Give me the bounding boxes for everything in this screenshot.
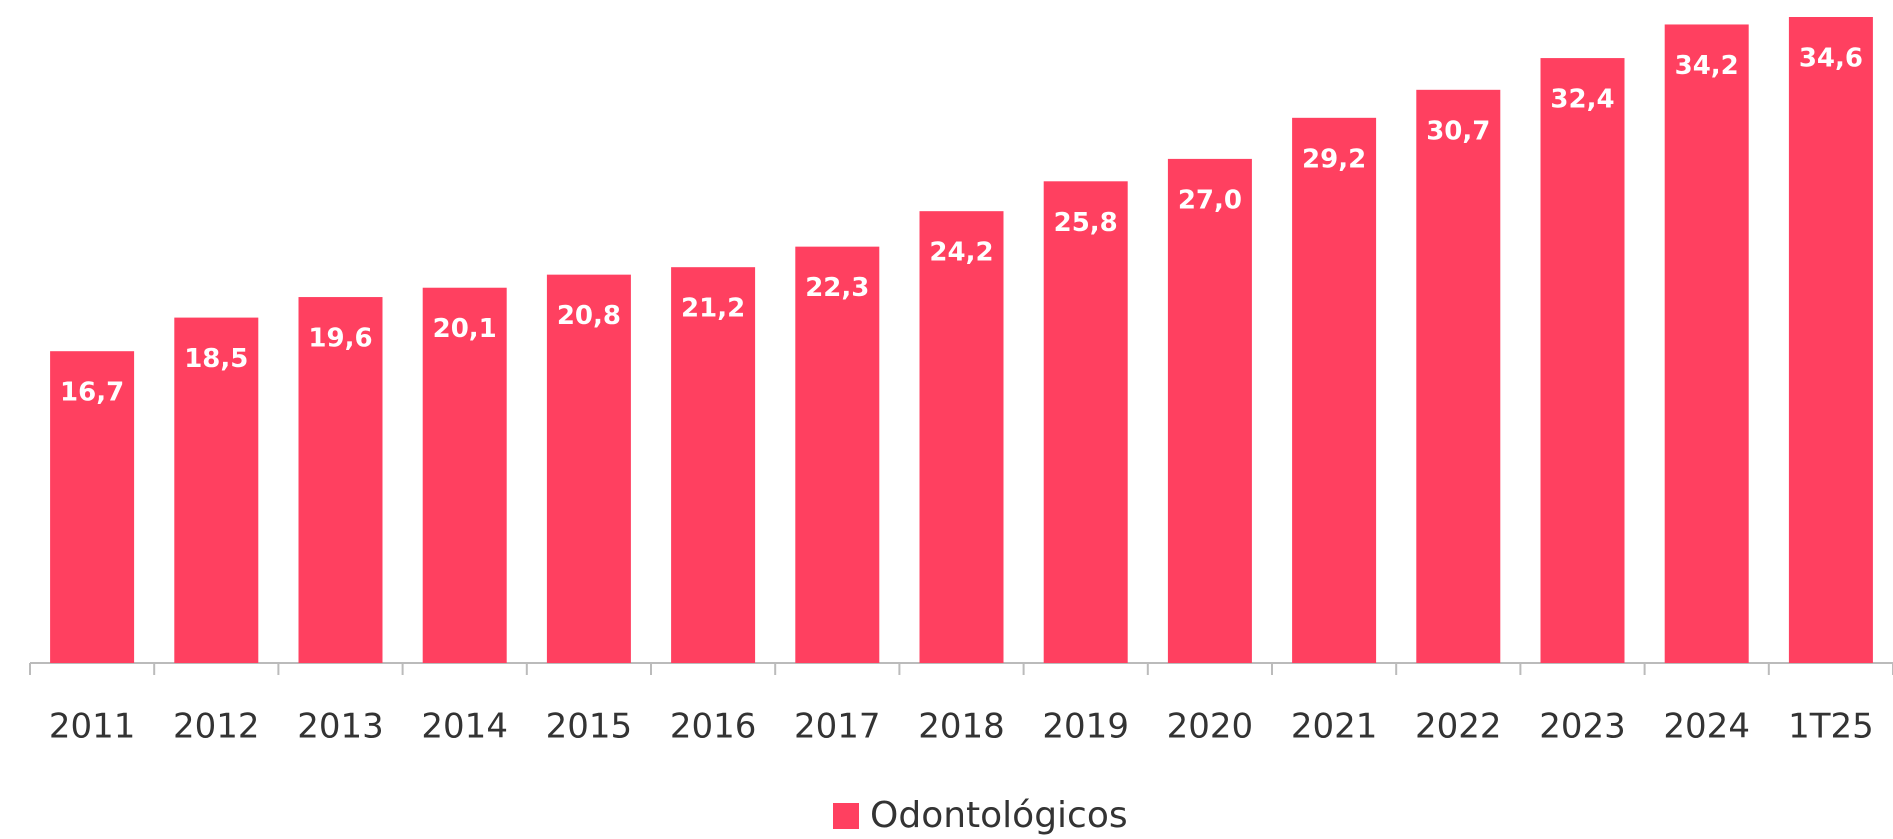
value-label: 25,8 bbox=[1054, 208, 1118, 238]
x-tick-label: 2023 bbox=[1539, 707, 1626, 747]
x-tick-label: 2015 bbox=[546, 707, 633, 747]
value-label: 20,8 bbox=[557, 301, 621, 331]
bar bbox=[1043, 181, 1128, 663]
bar bbox=[50, 351, 135, 663]
bar bbox=[1292, 117, 1377, 664]
value-label: 24,2 bbox=[929, 238, 993, 268]
bar bbox=[298, 297, 383, 663]
value-label: 29,2 bbox=[1302, 144, 1366, 174]
legend-swatch bbox=[833, 803, 859, 829]
x-tick-label: 2020 bbox=[1167, 707, 1254, 747]
bar bbox=[1540, 58, 1625, 664]
bar bbox=[919, 211, 1004, 664]
x-tick-label: 2024 bbox=[1663, 707, 1750, 747]
x-tick-label: 2013 bbox=[297, 707, 384, 747]
value-label: 16,7 bbox=[60, 378, 124, 408]
bar bbox=[795, 246, 880, 663]
x-tick-label: 2019 bbox=[1042, 707, 1129, 747]
x-tick-label: 2011 bbox=[49, 707, 136, 747]
x-tick-label: 2022 bbox=[1415, 707, 1502, 747]
bar bbox=[671, 267, 756, 663]
value-label: 19,6 bbox=[308, 324, 372, 354]
bar bbox=[422, 287, 507, 663]
value-label: 27,0 bbox=[1178, 185, 1242, 215]
x-tick-label: 2012 bbox=[173, 707, 260, 747]
bar bbox=[1788, 17, 1873, 663]
x-tick-label: 2018 bbox=[918, 707, 1005, 747]
x-tick-label: 2021 bbox=[1291, 707, 1378, 747]
value-label: 34,2 bbox=[1675, 51, 1739, 81]
x-tick-label: 2014 bbox=[421, 707, 508, 747]
legend-label: Odontológicos bbox=[870, 795, 1128, 836]
value-label: 32,4 bbox=[1550, 85, 1614, 115]
x-tick-label: 1T25 bbox=[1788, 707, 1874, 747]
bar bbox=[174, 317, 259, 663]
value-label: 22,3 bbox=[805, 273, 869, 303]
bar bbox=[1167, 158, 1252, 664]
bar bbox=[546, 274, 631, 663]
x-tick-label: 2016 bbox=[670, 707, 757, 747]
value-label: 20,1 bbox=[433, 314, 497, 344]
bar bbox=[1664, 24, 1749, 664]
value-label: 34,6 bbox=[1799, 44, 1863, 74]
value-label: 21,2 bbox=[681, 294, 745, 324]
value-label: 30,7 bbox=[1426, 116, 1490, 146]
x-tick-label: 2017 bbox=[794, 707, 881, 747]
value-label: 18,5 bbox=[184, 344, 248, 374]
bar bbox=[1416, 89, 1501, 664]
